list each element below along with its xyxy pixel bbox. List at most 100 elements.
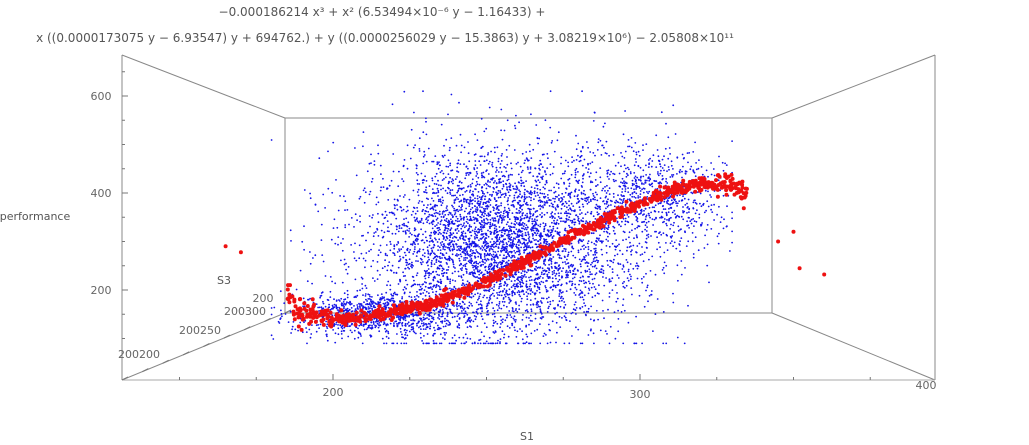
observed-point [526, 303, 528, 306]
observed-point [510, 222, 513, 225]
observed-point [441, 309, 444, 311]
observed-point [447, 213, 450, 216]
observed-point [662, 342, 665, 345]
observed-point [482, 195, 484, 197]
observed-point [408, 330, 411, 333]
observed-point [615, 199, 618, 202]
observed-point [601, 253, 604, 256]
observed-point [377, 221, 380, 224]
observed-point [463, 222, 465, 225]
observed-point [488, 288, 491, 291]
observed-point [499, 240, 502, 243]
observed-point [412, 210, 414, 213]
observed-point [441, 196, 444, 199]
observed-point [487, 153, 489, 156]
observed-point [362, 131, 365, 134]
observed-point [498, 205, 500, 207]
observed-point [563, 342, 566, 345]
observed-point [412, 326, 414, 328]
observed-point [382, 302, 385, 305]
observed-point [385, 244, 388, 246]
observed-point [593, 277, 596, 280]
observed-point [635, 192, 638, 195]
observed-point [499, 166, 502, 169]
observed-point [434, 175, 437, 178]
observed-point [542, 175, 544, 178]
observed-point [422, 342, 425, 345]
depth-tick-mark [162, 359, 169, 364]
observed-point [506, 325, 509, 328]
observed-point [322, 302, 325, 305]
observed-point [473, 264, 475, 267]
observed-point [474, 188, 476, 190]
observed-point [506, 214, 509, 217]
observed-point [548, 205, 551, 207]
observed-point [627, 145, 629, 148]
observed-point [634, 265, 637, 267]
observed-point [345, 302, 347, 305]
observed-point [603, 228, 606, 230]
observed-point [568, 182, 571, 185]
observed-point [461, 267, 464, 269]
observed-point [384, 265, 386, 268]
observed-point [499, 282, 502, 285]
observed-point [380, 293, 383, 295]
observed-point [472, 320, 475, 323]
observed-point [351, 331, 353, 334]
observed-point [399, 259, 401, 262]
observed-point [434, 155, 437, 158]
observed-point [582, 177, 584, 180]
observed-point [538, 196, 541, 199]
observed-point [542, 222, 545, 225]
observed-point [460, 208, 463, 211]
observed-point [410, 233, 413, 236]
observed-point [429, 203, 432, 206]
observed-point [447, 324, 450, 326]
observed-point [521, 281, 524, 284]
observed-point [463, 226, 466, 229]
observed-point [413, 331, 416, 334]
observed-point [560, 270, 563, 272]
observed-point [588, 275, 590, 278]
observed-point [647, 177, 650, 179]
observed-point [542, 269, 545, 272]
observed-point [359, 307, 361, 309]
observed-point [661, 158, 664, 161]
observed-point [383, 231, 386, 234]
observed-point [546, 194, 549, 196]
observed-point [396, 204, 398, 206]
observed-point [474, 237, 476, 240]
observed-point [705, 169, 708, 172]
observed-point [357, 336, 360, 339]
observed-point [533, 330, 536, 332]
observed-point [436, 187, 439, 190]
observed-point [407, 209, 409, 212]
observed-point [722, 227, 725, 230]
observed-point [514, 287, 516, 290]
observed-point [463, 303, 466, 305]
observed-point [468, 304, 471, 307]
observed-point [520, 272, 523, 274]
observed-point [439, 261, 442, 263]
observed-point [667, 136, 670, 139]
observed-point [535, 124, 538, 126]
observed-point [665, 178, 668, 180]
observed-point [550, 212, 553, 215]
observed-point [453, 305, 455, 307]
observed-point [530, 310, 533, 313]
observed-point [443, 178, 445, 180]
observed-point [536, 260, 539, 263]
observed-point [466, 253, 469, 256]
observed-point [504, 209, 506, 212]
observed-point [447, 266, 450, 268]
observed-point [391, 299, 393, 302]
observed-point [503, 196, 506, 198]
observed-point [523, 162, 526, 165]
observed-point [477, 255, 480, 258]
observed-point [573, 268, 576, 271]
observed-point [375, 203, 378, 206]
observed-point [649, 184, 651, 187]
observed-point [487, 235, 490, 238]
observed-point [553, 219, 555, 222]
observed-point [697, 249, 700, 252]
